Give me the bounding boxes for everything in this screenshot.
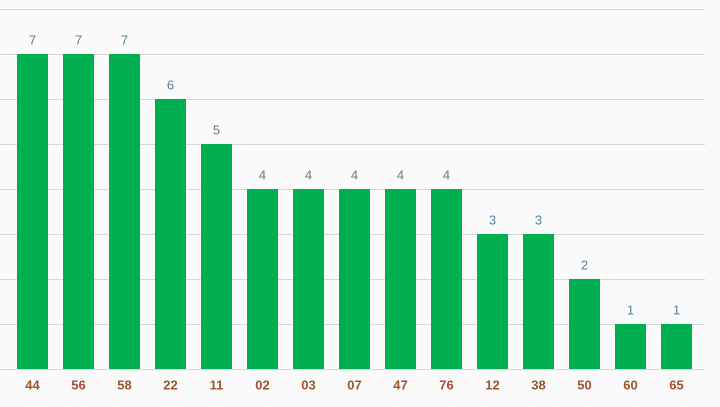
bar — [477, 234, 508, 369]
x-tick-label: 38 — [531, 377, 545, 392]
value-label: 4 — [305, 167, 312, 182]
bar — [569, 279, 600, 369]
x-tick-label: 47 — [393, 377, 407, 392]
bar — [17, 54, 48, 369]
bar — [293, 189, 324, 369]
value-label: 6 — [167, 77, 174, 92]
value-label: 4 — [351, 167, 358, 182]
bar — [201, 144, 232, 369]
value-label: 1 — [673, 302, 680, 317]
x-tick-label: 12 — [485, 377, 499, 392]
bar — [63, 54, 94, 369]
x-tick-label: 60 — [623, 377, 637, 392]
x-tick-label: 65 — [669, 377, 683, 392]
bar — [155, 99, 186, 369]
x-tick-label: 22 — [163, 377, 177, 392]
bar — [523, 234, 554, 369]
x-tick-label: 07 — [347, 377, 361, 392]
bar — [109, 54, 140, 369]
value-label: 7 — [75, 32, 82, 47]
bar — [247, 189, 278, 369]
bar — [431, 189, 462, 369]
value-label: 5 — [213, 122, 220, 137]
x-tick-label: 58 — [117, 377, 131, 392]
value-label: 2 — [581, 257, 588, 272]
value-label: 1 — [627, 302, 634, 317]
bar — [385, 189, 416, 369]
value-label: 3 — [489, 212, 496, 227]
value-label: 7 — [121, 32, 128, 47]
x-tick-label: 11 — [210, 377, 224, 392]
x-tick-label: 44 — [25, 377, 40, 392]
bar — [339, 189, 370, 369]
value-label: 7 — [29, 32, 36, 47]
bar — [615, 324, 646, 369]
value-label: 3 — [535, 212, 542, 227]
x-tick-label: 03 — [301, 377, 315, 392]
x-tick-label: 56 — [71, 377, 85, 392]
x-tick-label: 50 — [577, 377, 591, 392]
x-tick-label: 76 — [439, 377, 453, 392]
value-label: 4 — [259, 167, 266, 182]
bar — [661, 324, 692, 369]
value-label: 4 — [443, 167, 450, 182]
value-label: 4 — [397, 167, 404, 182]
x-tick-label: 02 — [255, 377, 269, 392]
